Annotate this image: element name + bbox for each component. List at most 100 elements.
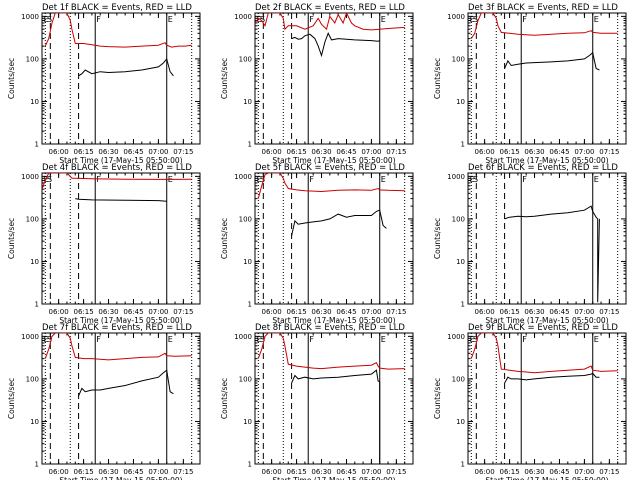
- y-axis-label: Counts/sec: [220, 378, 229, 419]
- series-line-red: [42, 173, 192, 190]
- y-tick-label: 100: [239, 375, 252, 383]
- y-axis-label: Counts/sec: [433, 58, 442, 99]
- x-tick-label: 07:15: [173, 308, 193, 316]
- event-marker-label: F: [522, 175, 527, 184]
- event-marker-label: E: [470, 15, 475, 24]
- event-marker-label: E: [257, 175, 262, 184]
- event-marker-label: F: [522, 335, 527, 344]
- x-tick-label: 06:15: [499, 148, 519, 156]
- series-line-black: [291, 369, 381, 463]
- chart-panel-7: Det 7f BLACK = Events, RED = LLD 1 10 100 10…: [7, 323, 201, 480]
- event-marker-label: E: [381, 335, 386, 344]
- y-tick-label: 1000: [21, 333, 39, 341]
- series-line-red: [255, 13, 405, 31]
- series-line-red: [257, 333, 405, 370]
- event-marker-label: E: [381, 15, 386, 24]
- y-tick-label: 1: [248, 461, 252, 469]
- event-marker-label: E: [44, 15, 49, 24]
- series-line-red: [470, 13, 618, 39]
- event-marker-label: F: [96, 15, 101, 24]
- series-line-black: [78, 369, 174, 397]
- x-tick-label: 07:00: [574, 148, 594, 156]
- event-marker-label: E: [594, 175, 599, 184]
- x-tick-label: 06:00: [475, 148, 495, 156]
- x-axis-label: Start Time (17-May-15 05:50:00): [59, 316, 182, 325]
- x-axis-label: Start Time (17-May-15 05:50:00): [59, 476, 182, 480]
- x-axis-label: Start Time (17-May-15 05:50:00): [272, 476, 395, 480]
- y-tick-label: 10: [243, 418, 252, 426]
- plot-frame: [467, 12, 627, 145]
- x-tick-label: 07:00: [148, 148, 168, 156]
- x-tick-label: 06:30: [524, 308, 544, 316]
- x-tick-label: 06:30: [524, 468, 544, 476]
- chart-title: Det 7f BLACK = Events, RED = LLD: [42, 323, 192, 333]
- x-axis-label: Start Time (17-May-15 05:50:00): [272, 156, 395, 165]
- x-tick-label: 06:30: [311, 308, 331, 316]
- event-marker-label: E: [44, 335, 49, 344]
- series-line-black: [504, 372, 600, 384]
- x-axis-label: Start Time (17-May-15 05:50:00): [485, 476, 608, 480]
- y-tick-label: 10: [243, 258, 252, 266]
- event-marker-label: S: [47, 175, 52, 184]
- plot-frame: [254, 332, 414, 465]
- y-tick-label: 100: [452, 55, 465, 63]
- x-tick-label: 06:30: [98, 468, 118, 476]
- x-tick-label: 06:15: [499, 468, 519, 476]
- x-axis-label: Start Time (17-May-15 05:50:00): [485, 156, 608, 165]
- y-tick-label: 1: [35, 141, 39, 149]
- x-tick-label: 07:00: [148, 308, 168, 316]
- y-tick-label: 1000: [21, 173, 39, 181]
- chart-panel-5: Det 5f BLACK = Events, RED = LLD 1 10 100 10…: [220, 163, 414, 325]
- x-tick-label: 07:15: [386, 468, 406, 476]
- series-line-black: [291, 209, 387, 236]
- event-marker-label: F: [96, 175, 101, 184]
- plot-frame: [41, 12, 201, 145]
- y-tick-label: 1000: [21, 13, 39, 21]
- x-tick-label: 07:15: [386, 308, 406, 316]
- y-tick-label: 1000: [234, 333, 252, 341]
- chart-panel-1: Det 1f BLACK = Events, RED = LLD 1 10 100 10…: [7, 3, 201, 165]
- x-tick-label: 06:45: [336, 148, 356, 156]
- y-tick-label: 1: [35, 301, 39, 309]
- x-tick-label: 06:00: [262, 148, 282, 156]
- y-axis-label: Counts/sec: [220, 58, 229, 99]
- chart-title: Det 1f BLACK = Events, RED = LLD: [42, 3, 192, 13]
- series-line-red: [44, 333, 192, 361]
- x-tick-label: 06:00: [49, 148, 69, 156]
- x-tick-label: 06:45: [123, 308, 143, 316]
- x-tick-label: 07:15: [386, 148, 406, 156]
- x-tick-label: 07:15: [599, 308, 619, 316]
- y-tick-label: 1000: [447, 333, 465, 341]
- x-axis-label: Start Time (17-May-15 05:50:00): [272, 316, 395, 325]
- event-marker-label: E: [594, 15, 599, 24]
- event-marker-label: F: [522, 15, 527, 24]
- chart-title: Det 5f BLACK = Events, RED = LLD: [255, 163, 405, 173]
- event-marker-label: E: [594, 335, 599, 344]
- x-tick-label: 07:15: [173, 148, 193, 156]
- x-tick-label: 06:15: [286, 468, 306, 476]
- y-tick-label: 100: [26, 375, 39, 383]
- x-tick-label: 06:45: [549, 308, 569, 316]
- chart-panel-4: Det 4f BLACK = Events, RED = LLD 1 10 100 10…: [7, 163, 201, 325]
- y-axis-label: Counts/sec: [220, 218, 229, 259]
- series-line-black: [504, 51, 600, 71]
- y-tick-label: 10: [30, 98, 39, 106]
- y-tick-label: 1: [248, 301, 252, 309]
- x-tick-label: 06:00: [475, 308, 495, 316]
- event-marker-label: E: [257, 335, 262, 344]
- y-tick-label: 1: [35, 461, 39, 469]
- y-axis-label: Counts/sec: [7, 58, 16, 99]
- y-tick-label: 10: [243, 98, 252, 106]
- x-tick-label: 06:00: [49, 468, 69, 476]
- y-tick-label: 100: [26, 55, 39, 63]
- event-marker-label: E: [168, 335, 173, 344]
- chart-title: Det 4f BLACK = Events, RED = LLD: [42, 163, 192, 173]
- x-tick-label: 06:15: [286, 148, 306, 156]
- plot-frame: [254, 12, 414, 145]
- x-tick-label: 06:15: [73, 148, 93, 156]
- event-marker-label: S: [260, 15, 265, 24]
- chart-title: Det 3f BLACK = Events, RED = LLD: [468, 3, 618, 13]
- x-tick-label: 07:00: [574, 468, 594, 476]
- chart-title: Det 9f BLACK = Events, RED = LLD: [468, 323, 618, 333]
